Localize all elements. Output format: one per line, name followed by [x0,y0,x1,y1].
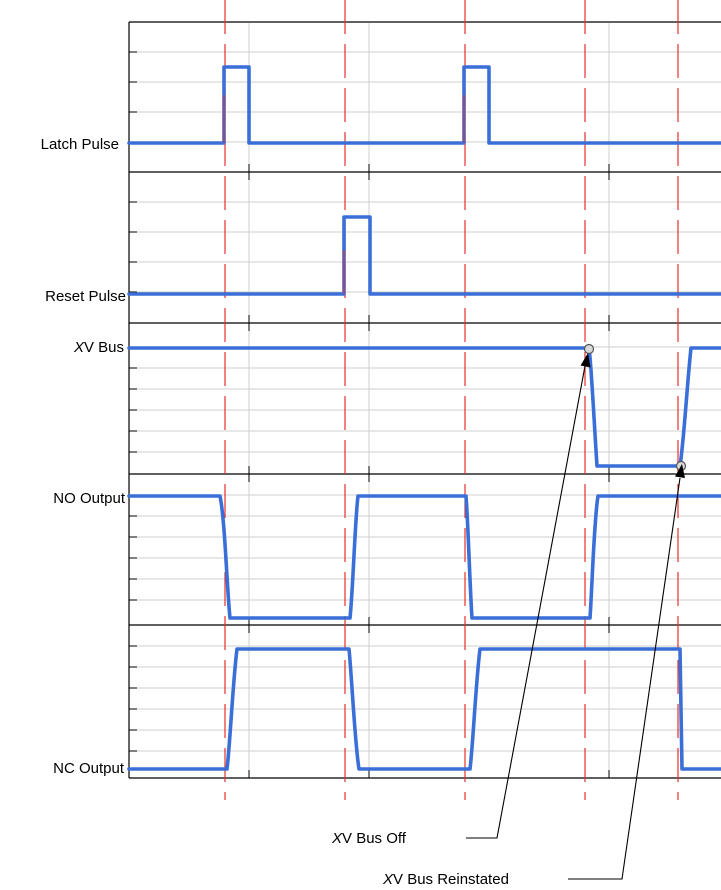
label-reset-pulse: Reset Pulse [45,288,126,305]
reset-pulse-trace [127,215,721,296]
label-latch-pulse: Latch Pulse [41,136,119,153]
callout-leaders [466,365,681,880]
bus-reinstated-leader [568,477,681,880]
latch-pulse-trace [127,65,721,145]
grid-lines [130,23,721,777]
event-markers [224,0,679,800]
nc-output-trace [127,647,721,771]
bus-off-point [583,343,595,355]
label-no-output: NO Output [53,490,126,507]
diagram-frame [128,21,721,779]
bus-reinstated-arrowhead [675,464,685,478]
signal-traces [127,65,721,771]
callout-arrowheads [580,353,685,478]
bus-off-leader [466,365,586,839]
bus-off-arrowhead [580,353,591,368]
annotation-xv-bus-off: XV Bus Off [331,830,407,847]
annotation-xv-bus-reinstated: XV Bus Reinstated [382,871,509,888]
label-nc-output: NC Output [53,760,125,777]
xv-bus-trace [127,346,721,468]
label-xv-bus: XV Bus [73,339,124,356]
no-output-trace [127,494,721,620]
